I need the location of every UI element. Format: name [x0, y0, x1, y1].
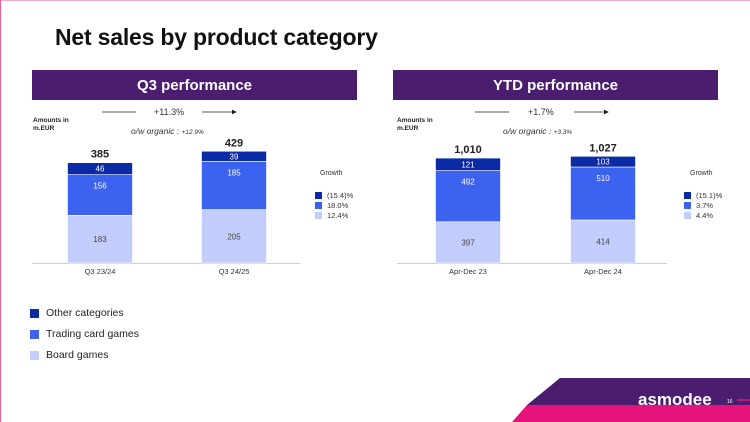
ytd-growth-other-value: (15.1)% [696, 191, 723, 200]
footer-pink-stripe [512, 405, 750, 422]
ytd-category-label-1: Apr-Dec 23 [449, 267, 487, 276]
q3-organic-label: o/w organic : [131, 126, 180, 136]
q3-growth-board-value: 12.4% [327, 211, 349, 220]
ytd-growth-trading-swatch [684, 202, 691, 209]
legend-other-swatch [30, 308, 39, 318]
ytd-growth-board-value: 4.4% [696, 211, 714, 220]
top-edge-line [0, 0, 750, 1]
q3-organic-value: +12.9% [181, 129, 204, 136]
ytd-growth-other: (15.1)% [684, 191, 722, 200]
q3-growth-board: 12.4% [315, 211, 348, 220]
ytd-label-board-games-2: 414 [596, 237, 610, 246]
q3-bar-board-games-1 [67, 215, 133, 264]
ytd-growth-board: 4.4% [684, 211, 713, 220]
q3-growth-other-value: (15.4)% [327, 191, 354, 200]
q3-label-board-games-1: 183 [93, 235, 107, 244]
page-title: Net sales by product category [55, 24, 378, 50]
q3-label-trading-card-games-1: 156 [93, 182, 107, 191]
asmodee-logo: asmodee [638, 390, 712, 409]
q3-category-label-2: Q3 24/25 [219, 267, 250, 276]
q3-growth-trading: 18.0% [315, 201, 348, 210]
ytd-bar-trading-card-games-1 [435, 170, 501, 223]
ytd-organic-growth: o/w organic : +3.3% [503, 126, 572, 136]
legend-board-swatch [30, 350, 39, 360]
ytd-growth-title: Growth [690, 170, 713, 177]
ytd-amounts-label-line1: Amounts in [397, 117, 433, 124]
left-edge-line [0, 0, 1, 422]
q3-amounts-label-line1: Amounts in [33, 117, 69, 124]
ytd-organic-value: +3.3% [553, 129, 573, 136]
ytd-category-label-2: Apr-Dec 24 [584, 267, 622, 276]
ytd-label-other-categories-2: 103 [596, 158, 610, 167]
q3-label-other-categories-1: 46 [96, 165, 105, 174]
ytd-bar-trading-card-games-2 [570, 166, 636, 221]
ytd-organic-label: o/w organic : [503, 126, 552, 136]
ytd-total-2: 1,027 [589, 142, 617, 154]
q3-total-1: 385 [91, 149, 109, 161]
q3-panel-header: Q3 performance [32, 70, 357, 100]
q3-bar-trading-card-games-2 [201, 161, 267, 210]
ytd-amounts-label: Amounts in m.EUR [397, 117, 433, 133]
ytd-growth-other-swatch [684, 192, 691, 199]
ytd-bar-other-categories-1 [435, 157, 501, 171]
q3-growth-trading-swatch [315, 202, 322, 209]
ytd-label-board-games-1: 397 [461, 238, 475, 247]
q3-growth-board-swatch [315, 212, 322, 219]
legend-other-label: Other categories [46, 307, 124, 319]
ytd-growth-trading-value: 3.7% [696, 201, 714, 210]
q3-growth-trading-value: 18.0% [327, 201, 349, 210]
ytd-label-other-categories-1: 121 [461, 160, 475, 169]
q3-growth-title: Growth [320, 170, 343, 177]
q3-total-2: 429 [225, 137, 243, 149]
legend-board-label: Board games [46, 349, 109, 361]
ytd-label-trading-card-games-1: 492 [461, 178, 475, 187]
ytd-bar-board-games-2 [570, 219, 636, 264]
ytd-growth-trading: 3.7% [684, 201, 713, 210]
ytd-amounts-label-line2: m.EUR [397, 125, 419, 132]
ytd-bar-board-games-1 [435, 221, 501, 264]
q3-bar-board-games-2 [201, 209, 267, 264]
q3-organic-growth: o/w organic : +12.9% [131, 126, 204, 136]
q3-category-label-1: Q3 23/24 [85, 267, 116, 276]
q3-amounts-label: Amounts in m.EUR [33, 117, 69, 133]
legend-trading-card-games: Trading card games [30, 328, 139, 340]
q3-label-board-games-2: 205 [227, 232, 241, 241]
legend-trading-swatch [30, 329, 39, 339]
legend-board-games: Board games [30, 349, 108, 361]
ytd-panel-header: YTD performance [393, 70, 718, 100]
footer-purple-band [527, 378, 750, 405]
q3-bar-trading-card-games-1 [67, 174, 133, 216]
page-number: 16 [727, 399, 733, 405]
q3-growth-other-swatch [315, 192, 322, 199]
q3-growth-total: +11.3% [154, 107, 185, 117]
ytd-bar-other-categories-2 [570, 156, 636, 168]
q3-growth-other: (15.4)% [315, 191, 353, 200]
q3-label-trading-card-games-2: 185 [227, 168, 241, 177]
legend-other-categories: Other categories [30, 307, 124, 319]
q3-bar-other-categories-2 [201, 150, 267, 162]
ytd-growth-board-swatch [684, 212, 691, 219]
q3-bar-other-categories-1 [67, 162, 133, 176]
q3-label-other-categories-2: 39 [230, 152, 239, 161]
legend-trading-label: Trading card games [46, 328, 139, 340]
ytd-total-1: 1,010 [454, 144, 482, 156]
q3-amounts-label-line2: m.EUR [33, 125, 55, 132]
ytd-label-trading-card-games-2: 510 [596, 174, 610, 183]
ytd-growth-total: +1.7% [528, 107, 554, 117]
